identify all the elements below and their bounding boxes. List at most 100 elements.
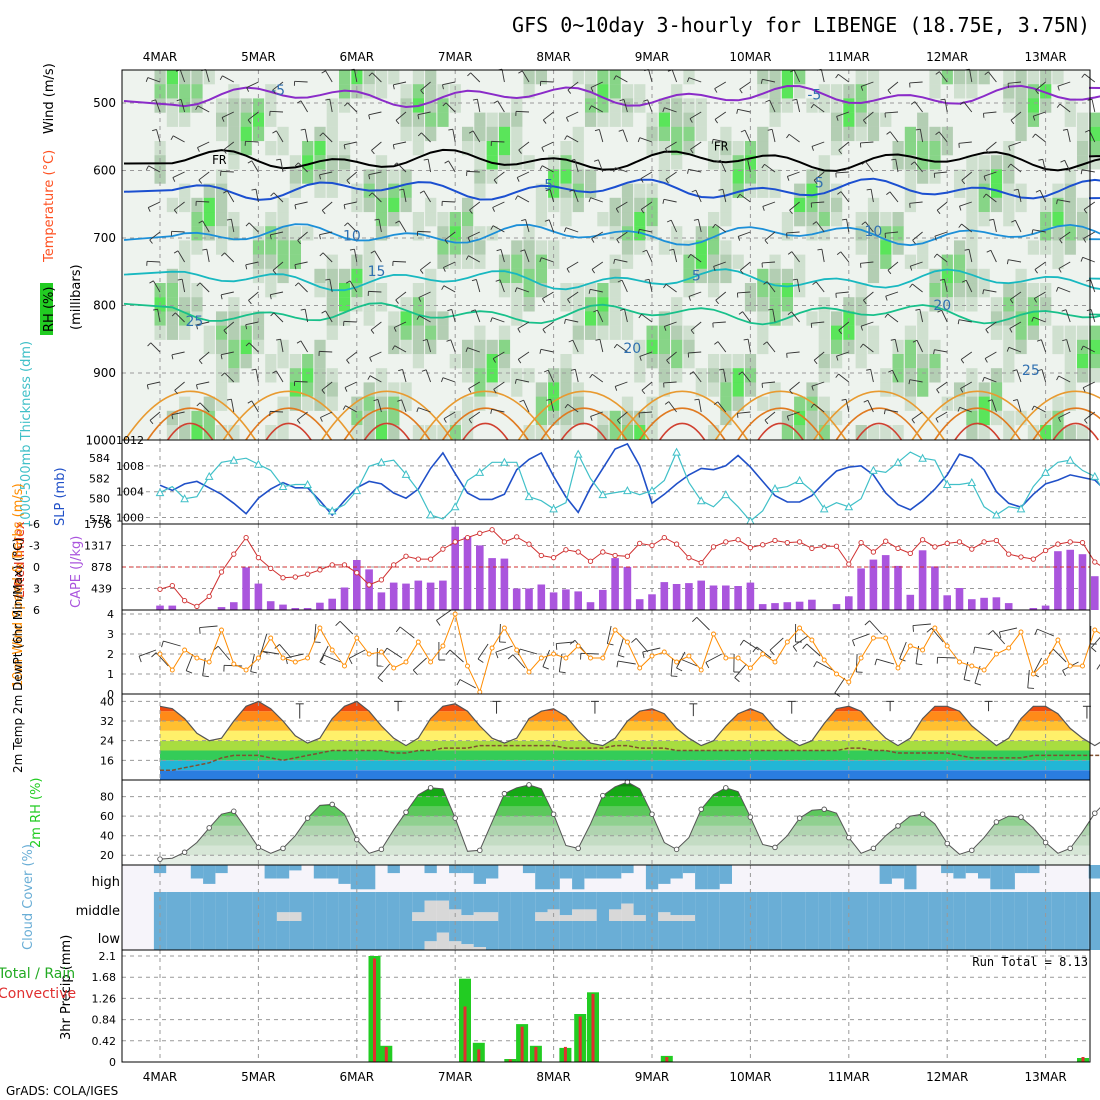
temp-band [160,770,1090,780]
cloud-bar [1051,921,1065,950]
wind-barb-flag [368,114,371,120]
wind-barb [549,189,555,203]
rh-cell [277,212,289,227]
wind-barb-flag [665,179,669,184]
wind-barb-flag [1057,86,1060,91]
wind-barb-flag [542,329,546,334]
wind-barb-flag [198,360,203,365]
rh-cell [609,197,621,213]
rh-cell [498,283,511,298]
rh-cell [486,354,498,369]
wind-barb-flag [344,102,348,107]
cape-bar [857,568,865,610]
wind-barb-flag [170,135,174,141]
rh-cell [203,410,215,426]
rh-cell [302,169,314,184]
cloud-bar [473,865,486,884]
wind-barb [591,105,604,113]
wind-barb-flag [713,266,716,271]
rh-cell [400,169,412,184]
wind-barb [297,231,308,241]
wind-barb [371,192,382,203]
cloud-bar [522,865,536,874]
wind-speed-marker [969,663,975,669]
rh-cell [695,382,707,397]
rh-cell [474,325,486,340]
cloud-bar [301,921,314,950]
rh-cell [634,197,646,213]
rh-cell [671,84,683,99]
wind-speed-marker [465,663,470,669]
wind-speed-marker [821,657,827,663]
thickness-marker [450,502,460,511]
wind-barb-flag [933,253,938,258]
wind-barb [936,201,948,211]
rh-cell [781,84,793,99]
wind-barb-flag [852,639,856,647]
wind-barb [969,69,973,83]
lifted-index-marker [1030,556,1036,562]
wind-barb [762,261,776,264]
wind-barb-flag [1034,628,1038,636]
rh-cell [302,226,314,241]
rh-cell [671,311,683,326]
rh-cell [400,126,412,142]
rh-cell [978,183,990,198]
wind-barb-flag [761,164,765,169]
wind-barb [493,381,505,390]
rh-cell [289,155,301,170]
wind-barb [313,623,317,642]
rh-cell [708,368,720,383]
wind-barb-flag [321,389,326,394]
rh-marker [846,834,852,841]
lifted-index-marker [833,543,840,549]
wind-barb-flag [221,117,225,122]
cloud-bar [350,921,363,950]
wind-barb [747,159,751,173]
thickness-marker [524,492,534,501]
wind-barb [591,231,604,240]
rh-cell [818,155,830,170]
rh-cell [757,70,769,85]
wind-barb-flag [885,296,888,301]
rh-cell [412,325,424,340]
cloud-bar [891,865,905,879]
wind-barb-flag [1062,339,1067,342]
rh-cell [720,268,732,284]
rh-cell [1003,425,1015,440]
cape-bar [500,558,509,610]
rh-cell [609,410,621,426]
rh-cell [1077,325,1089,340]
wind-barb-flag [910,161,915,165]
rh-cell [511,268,523,284]
wind-barb-flag [1012,369,1017,372]
cloud-bar [842,921,855,950]
rh-cell [720,396,732,411]
wind-barb-flag [740,129,746,133]
cloud-bar [793,892,806,921]
temp-isotherm [123,268,1100,292]
y-tick-label-right: 439 [91,583,112,596]
rh-cell [990,410,1003,426]
rh-cell [339,155,351,170]
rh-cell [966,197,978,213]
wind-barb [985,321,997,330]
cloud-bar [326,921,339,950]
wind-barb [224,372,235,383]
rh-cell [658,382,670,397]
wind-barb [813,351,825,361]
cape-bar [1029,608,1038,610]
date-label-top: 11MAR [828,50,870,64]
wind-barb [556,641,575,644]
wind-barb-flag [412,669,418,676]
rh-cell [990,169,1003,184]
wind-speed-marker [428,659,434,665]
rh-cell [277,141,289,156]
wind-barb [251,160,259,173]
rh-cell [855,126,867,142]
wind-barb [963,101,973,113]
rh-cell [769,311,781,326]
rh-cell [744,382,757,397]
cloud-bar [264,865,277,879]
wind-barb [787,411,800,417]
